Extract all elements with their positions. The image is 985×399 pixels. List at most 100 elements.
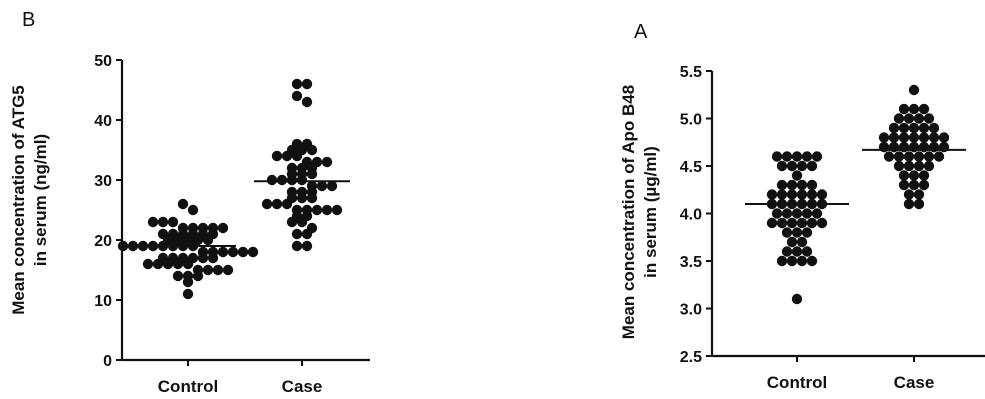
data-point: [811, 208, 823, 219]
data-point: [913, 151, 925, 162]
data-point: [796, 179, 808, 191]
data-point: [187, 204, 199, 216]
data-point: [908, 170, 920, 181]
y-tick-label: 0: [103, 353, 112, 370]
data-point: [296, 216, 308, 228]
panel-label-b: B: [22, 9, 35, 31]
y-ticks-apob48: 2.5 3.0 3.5 4.0 4.5 5.0 5.5: [680, 64, 712, 366]
data-point: [801, 208, 813, 219]
data-point: [212, 264, 224, 276]
data-point: [933, 151, 945, 162]
data-point: [903, 151, 915, 162]
data-point: [286, 216, 298, 228]
data-point: [923, 160, 935, 172]
data-point: [182, 288, 194, 300]
data-point: [306, 144, 318, 156]
data-point: [326, 180, 338, 192]
panel-apob48: A Mean concentration of Apo B48 in serum…: [619, 21, 985, 392]
data-point: [172, 258, 184, 270]
data-point: [261, 198, 273, 210]
data-point: [247, 246, 259, 258]
data-point: [928, 132, 940, 143]
data-point: [306, 192, 318, 204]
data-point: [878, 132, 890, 143]
data-point: [806, 255, 818, 267]
y-axis-title-line1: Mean concentration of ATG5: [9, 85, 28, 315]
y-tick-label: 5.5: [680, 64, 702, 81]
y-axis-title-line2: in serum (ng/ml): [31, 134, 50, 266]
data-point: [893, 113, 905, 124]
data-point: [291, 240, 303, 252]
data-point: [276, 174, 288, 186]
data-point: [786, 179, 798, 191]
data-point: [888, 122, 900, 134]
data-point: [237, 246, 249, 258]
y-axis-title-line1: Mean concentration of Apo B48: [619, 85, 638, 339]
data-point: [893, 160, 905, 172]
data-point: [192, 270, 204, 282]
data-point: [182, 276, 194, 288]
y-tick-label: 4.0: [680, 207, 702, 224]
panel-label-a: A: [634, 21, 648, 43]
data-point: [923, 113, 935, 124]
points-atg5: [117, 78, 343, 300]
data-point: [786, 160, 798, 172]
data-point: [162, 258, 174, 270]
data-point: [918, 170, 930, 181]
data-point: [908, 122, 920, 134]
data-point: [301, 96, 313, 108]
x-category-label: Control: [767, 373, 827, 392]
data-point: [177, 198, 189, 210]
data-point: [781, 246, 793, 257]
data-point: [898, 179, 910, 191]
y-tick-label: 4.5: [680, 159, 702, 176]
x-categories-apob48: Control Case: [767, 356, 934, 392]
data-point: [796, 189, 808, 200]
y-tick-label: 2.5: [680, 349, 702, 366]
data-point: [791, 151, 803, 162]
data-point: [796, 217, 808, 229]
y-tick-label: 20: [94, 233, 112, 250]
data-point: [286, 174, 298, 186]
data-point: [301, 78, 313, 90]
data-point: [152, 258, 164, 270]
data-point: [271, 150, 283, 162]
data-point: [227, 246, 239, 258]
data-point: [331, 204, 343, 216]
data-point: [202, 264, 214, 276]
data-point: [796, 236, 808, 248]
data-point: [771, 208, 783, 219]
data-point: [172, 270, 184, 282]
data-point: [167, 216, 179, 228]
data-point: [217, 246, 229, 258]
data-point: [898, 122, 910, 134]
data-point: [888, 132, 900, 143]
data-point: [816, 217, 828, 229]
data-point: [893, 151, 905, 162]
data-point: [791, 246, 803, 257]
data-point: [913, 198, 925, 210]
y-ticks-atg5: 0 10 20 30 40 50: [94, 53, 122, 370]
x-category-label: Case: [282, 377, 323, 394]
data-point: [321, 156, 333, 168]
data-point: [147, 216, 159, 228]
y-tick-label: 50: [94, 53, 112, 70]
data-point: [776, 179, 788, 191]
y-tick-label: 3.0: [680, 302, 702, 319]
data-point: [908, 103, 920, 115]
points-apob48: [766, 84, 950, 305]
data-point: [913, 113, 925, 124]
y-tick-label: 40: [94, 113, 112, 130]
data-point: [781, 151, 793, 162]
data-point: [811, 151, 823, 162]
data-point: [923, 151, 935, 162]
data-point: [321, 204, 333, 216]
data-point: [786, 255, 798, 267]
y-tick-label: 5.0: [680, 112, 702, 129]
data-point: [222, 264, 234, 276]
data-point: [281, 198, 293, 210]
data-point: [776, 160, 788, 172]
data-point: [781, 227, 793, 238]
